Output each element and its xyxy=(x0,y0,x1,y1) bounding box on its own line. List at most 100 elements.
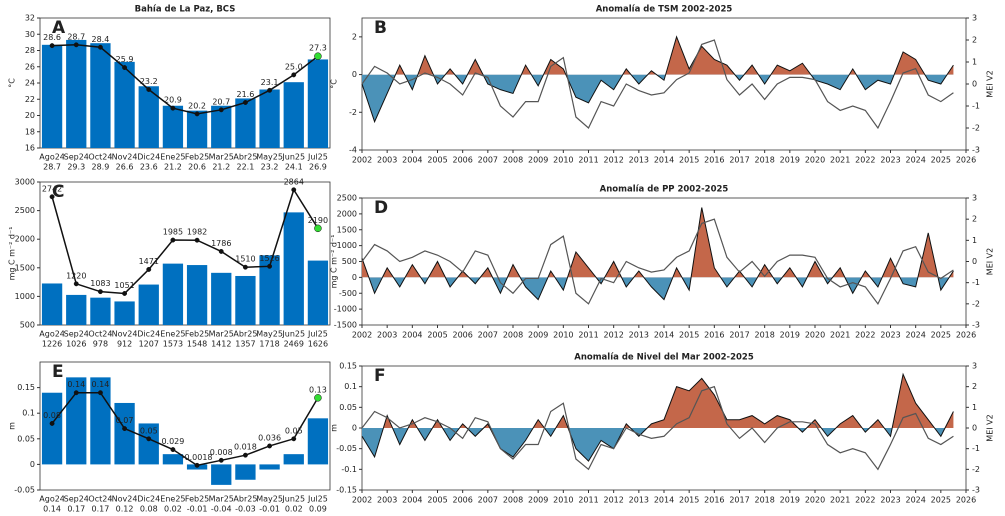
line-point xyxy=(314,224,322,233)
x-tick-label: 2014 xyxy=(654,331,674,340)
area-pos xyxy=(362,374,954,428)
x-tick-label: 2010 xyxy=(553,156,573,165)
bar-value-label: 28.9 xyxy=(92,163,110,172)
line-point xyxy=(170,447,176,453)
x-tick-label: 2005 xyxy=(427,156,447,165)
line-point xyxy=(267,443,273,449)
area-pos xyxy=(362,36,954,75)
bar-value-label: -0.03 xyxy=(235,505,256,514)
y-tick-label: 2500 xyxy=(337,194,357,203)
y2-axis-label: MEI V2 xyxy=(986,414,995,441)
y-tick-label: -2 xyxy=(349,108,357,117)
line-value-label: 1786 xyxy=(211,239,231,248)
bar xyxy=(211,105,232,148)
x-tick-label: 2011 xyxy=(578,331,598,340)
x-tick-label: Nov24 xyxy=(112,153,138,162)
x-tick-label: 2004 xyxy=(402,331,422,340)
y-tick-label: 0.15 xyxy=(17,383,35,392)
x-tick-label: Abr25 xyxy=(233,153,257,162)
x-tick-label: 2006 xyxy=(452,331,472,340)
x-tick-label: 2024 xyxy=(905,496,925,505)
y2-tick-label: 2 xyxy=(972,382,977,391)
y-tick-label: 18 xyxy=(25,127,35,136)
y-tick-label: 1500 xyxy=(337,225,357,234)
x-tick-label: 2017 xyxy=(729,496,749,505)
y-tick-label: 30 xyxy=(25,30,35,39)
x-tick-label: 2007 xyxy=(478,156,498,165)
x-tick-label: Mar25 xyxy=(209,495,234,504)
bar xyxy=(41,392,63,465)
y-tick-label: 24 xyxy=(25,79,35,88)
y2-axis-label: MEI V2 xyxy=(986,248,995,275)
y-tick-label: 26 xyxy=(25,62,35,71)
bar-value-label: 0.12 xyxy=(116,505,134,514)
y2-tick-label: -3 xyxy=(972,321,980,330)
panel-letter: B xyxy=(374,18,387,38)
chart-title: Anomalía de Nivel del Mar 2002-2025 xyxy=(574,353,754,363)
y-tick-label: 16 xyxy=(25,144,35,153)
line-value-label: 2864 xyxy=(284,177,304,186)
bar xyxy=(66,294,87,325)
y-tick-label: 0 xyxy=(352,424,357,433)
y2-tick-label: -2 xyxy=(972,299,980,308)
x-tick-label: 2025 xyxy=(931,496,951,505)
line-value-label: 2742 xyxy=(42,184,62,193)
x-tick-label: 2019 xyxy=(780,496,800,505)
bar-value-label: 22.1 xyxy=(237,163,255,172)
bar-value-label: 978 xyxy=(93,340,108,349)
y-tick-label: 2000 xyxy=(337,209,357,218)
y-axis-label: mg C m⁻² d⁻¹ xyxy=(8,227,17,281)
bar xyxy=(259,89,280,148)
x-tick-label: 2025 xyxy=(931,156,951,165)
line-point xyxy=(49,43,55,49)
x-tick-label: 2021 xyxy=(830,331,850,340)
x-tick-label: 2023 xyxy=(880,156,900,165)
bar-value-label: 0.17 xyxy=(67,505,85,514)
y-tick-label: 0 xyxy=(30,460,35,469)
y-tick-label: 3000 xyxy=(15,178,35,187)
y-tick-label: 2 xyxy=(352,32,357,41)
line-value-label: 1471 xyxy=(139,257,159,266)
x-tick-label: Jul25 xyxy=(307,330,328,339)
line-point xyxy=(73,42,79,48)
y-tick-label: 28 xyxy=(25,46,35,55)
line-point xyxy=(291,436,297,442)
bar-value-label: 1412 xyxy=(211,340,231,349)
line-value-label: 23.1 xyxy=(261,78,279,87)
panel-letter: E xyxy=(52,362,64,382)
x-tick-label: 2026 xyxy=(956,331,976,340)
x-tick-label: Abr25 xyxy=(233,495,257,504)
y2-tick-label: 0 xyxy=(972,424,977,433)
x-tick-label: Mar25 xyxy=(209,153,234,162)
y-tick-label: 1500 xyxy=(15,263,35,272)
line-point xyxy=(218,248,224,254)
line-value-label: 0.14 xyxy=(92,380,110,389)
y2-tick-label: -2 xyxy=(972,124,980,133)
x-tick-label: Jul25 xyxy=(307,153,328,162)
mei-line xyxy=(361,218,954,305)
bar xyxy=(90,43,111,148)
area-outline xyxy=(361,372,954,462)
x-tick-label: 2017 xyxy=(729,331,749,340)
y-axis-label: mg C m⁻² d⁻¹ xyxy=(330,235,339,289)
line-value-label: 0.05 xyxy=(140,426,158,435)
x-tick-label: 2002 xyxy=(352,331,372,340)
x-tick-label: 2005 xyxy=(427,331,447,340)
line-value-label: 0.036 xyxy=(258,433,281,442)
bar xyxy=(138,284,159,325)
line-value-label: 1051 xyxy=(114,281,134,290)
x-tick-label: Ene25 xyxy=(160,495,185,504)
bar xyxy=(186,265,208,325)
y-tick-label: -0.1 xyxy=(341,465,357,474)
y2-tick-label: 2 xyxy=(972,36,977,45)
y-tick-label: 0 xyxy=(352,273,357,282)
bar xyxy=(283,454,304,465)
bar-value-label: -0.04 xyxy=(211,505,232,514)
line xyxy=(51,188,319,295)
x-tick-label: 2008 xyxy=(503,156,523,165)
line-value-label: 1985 xyxy=(163,228,183,237)
line-point xyxy=(194,237,200,243)
bar-value-label: 20.6 xyxy=(188,163,206,172)
x-tick-label: Feb25 xyxy=(185,153,209,162)
